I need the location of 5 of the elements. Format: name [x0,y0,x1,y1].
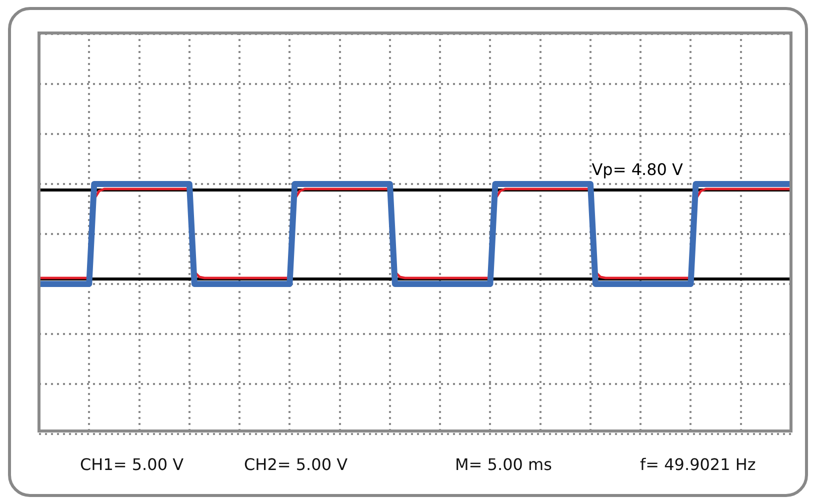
text: f= 49.9021 Hz [640,455,756,474]
text: M= 5.00 ms [455,455,552,474]
text: CH1= 5.00 V [80,455,184,474]
text: CH2= 5.00 V [244,455,348,474]
annotation: Vp= 4.80 V [592,160,684,180]
